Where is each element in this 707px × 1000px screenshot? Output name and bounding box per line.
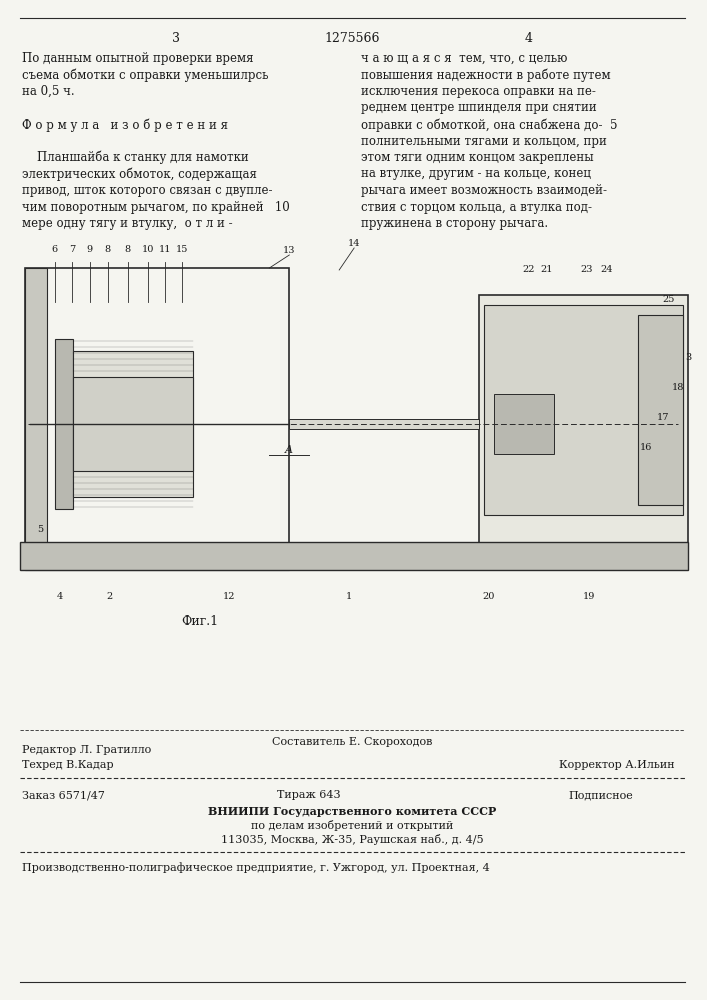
Text: По данным опытной проверки время: По данным опытной проверки время	[22, 52, 253, 65]
Text: 3: 3	[685, 353, 691, 362]
Text: 24: 24	[600, 265, 613, 274]
Text: 20: 20	[483, 592, 495, 601]
Bar	[20, 542, 689, 570]
Text: Техред В.Кадар: Техред В.Кадар	[22, 760, 114, 770]
Bar	[73, 377, 192, 471]
Text: Составитель Е. Скороходов: Составитель Е. Скороходов	[272, 737, 433, 747]
Text: 16: 16	[641, 443, 653, 452]
Text: 10: 10	[141, 245, 154, 254]
Bar	[25, 268, 289, 570]
Text: 4: 4	[525, 32, 533, 45]
Text: 19: 19	[583, 592, 595, 601]
Bar	[493, 394, 554, 454]
Text: 12: 12	[223, 592, 235, 601]
Text: 14: 14	[348, 239, 361, 248]
Bar	[25, 268, 47, 545]
Text: ч а ю щ а я с я  тем, что, с целью: ч а ю щ а я с я тем, что, с целью	[361, 52, 568, 65]
Text: 15: 15	[175, 245, 188, 254]
Text: мере одну тягу и втулку,  о т л и -: мере одну тягу и втулку, о т л и -	[22, 217, 233, 230]
Text: привод, шток которого связан с двупле-: привод, шток которого связан с двупле-	[22, 184, 272, 197]
Text: на втулке, другим - на кольце, конец: на втулке, другим - на кольце, конец	[361, 167, 591, 180]
Text: Заказ 6571/47: Заказ 6571/47	[22, 790, 105, 800]
Text: 1: 1	[346, 592, 352, 601]
Text: 113035, Москва, Ж-35, Раушская наб., д. 4/5: 113035, Москва, Ж-35, Раушская наб., д. …	[221, 834, 484, 845]
Text: 21: 21	[540, 265, 553, 274]
Text: ВНИИПИ Государственного комитета СССР: ВНИИПИ Государственного комитета СССР	[208, 806, 496, 817]
Text: 5: 5	[37, 526, 43, 534]
Text: 22: 22	[522, 265, 535, 274]
Text: 2: 2	[107, 592, 113, 601]
Text: A: A	[286, 445, 293, 455]
Text: Фиг.1: Фиг.1	[181, 615, 218, 628]
Bar	[289, 419, 479, 429]
Bar	[25, 545, 289, 570]
Text: 4: 4	[57, 592, 63, 601]
Text: Тираж 643: Тираж 643	[277, 790, 341, 800]
Text: 8: 8	[124, 245, 131, 254]
Text: 11: 11	[158, 245, 171, 254]
Bar	[73, 351, 192, 497]
Text: на 0,5 ч.: на 0,5 ч.	[22, 85, 74, 98]
Text: 18: 18	[672, 383, 684, 392]
Text: оправки с обмоткой, она снабжена до-  5: оправки с обмоткой, она снабжена до- 5	[361, 118, 618, 131]
Text: пружинена в сторону рычага.: пружинена в сторону рычага.	[361, 217, 548, 230]
Text: повышения надежности в работе путем: повышения надежности в работе путем	[361, 68, 611, 82]
Text: Ф о р м у л а   и з о б р е т е н и я: Ф о р м у л а и з о б р е т е н и я	[22, 118, 228, 131]
Text: полнительными тягами и кольцом, при: полнительными тягами и кольцом, при	[361, 134, 607, 147]
Text: 8: 8	[105, 245, 111, 254]
Bar	[484, 305, 684, 515]
Text: рычага имеет возможность взаимодей-: рычага имеет возможность взаимодей-	[361, 184, 607, 197]
Text: 6: 6	[52, 245, 58, 254]
Text: Планшайба к станку для намотки: Планшайба к станку для намотки	[22, 151, 249, 164]
Bar	[55, 339, 73, 509]
Text: Подписное: Подписное	[568, 790, 633, 800]
Text: съема обмотки с оправки уменьшилрсь: съема обмотки с оправки уменьшилрсь	[22, 68, 269, 82]
Text: Производственно-полиграфическое предприятие, г. Ужгород, ул. Проектная, 4: Производственно-полиграфическое предприя…	[22, 862, 490, 873]
Text: 17: 17	[657, 413, 670, 422]
Text: 25: 25	[662, 295, 674, 304]
Text: 9: 9	[87, 245, 93, 254]
Text: 13: 13	[283, 246, 296, 255]
Text: исключения перекоса оправки на пе-: исключения перекоса оправки на пе-	[361, 85, 596, 98]
Text: ствия с торцом кольца, а втулка под-: ствия с торцом кольца, а втулка под-	[361, 200, 592, 214]
Text: Редактор Л. Гратилло: Редактор Л. Гратилло	[22, 745, 151, 755]
Text: реднем центре шпинделя при снятии: реднем центре шпинделя при снятии	[361, 102, 597, 114]
Text: этом тяги одним концом закреплены: этом тяги одним концом закреплены	[361, 151, 594, 164]
Text: чим поворотным рычагом, по крайней   10: чим поворотным рычагом, по крайней 10	[22, 200, 290, 214]
Text: 7: 7	[69, 245, 75, 254]
Text: 3: 3	[172, 32, 180, 45]
Text: 1275566: 1275566	[325, 32, 380, 45]
Bar	[479, 295, 689, 555]
Text: 23: 23	[580, 265, 593, 274]
Text: электрических обмоток, содержащая: электрических обмоток, содержащая	[22, 167, 257, 181]
Bar	[638, 315, 684, 505]
Text: по делам изобретений и открытий: по делам изобретений и открытий	[251, 820, 453, 831]
Text: Корректор А.Ильин: Корректор А.Ильин	[559, 760, 674, 770]
